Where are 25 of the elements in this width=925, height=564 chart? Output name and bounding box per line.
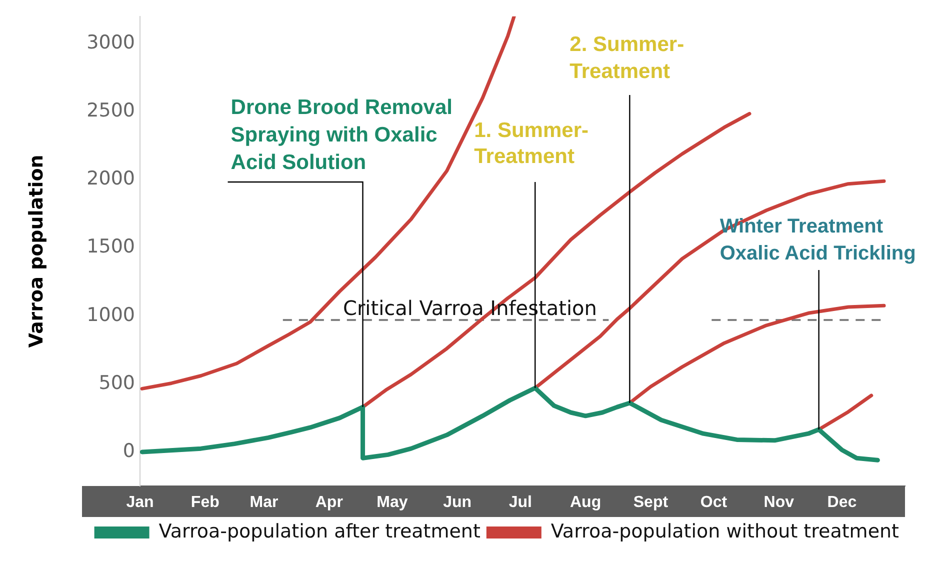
x-tick-label: Nov	[764, 494, 794, 512]
y-tick-label: 1500	[86, 236, 135, 258]
y-axis-title: Varroa population	[25, 154, 48, 348]
x-tick-label: Jan	[126, 494, 154, 512]
y-tick-label: 3000	[86, 32, 135, 54]
x-tick-label: Mar	[250, 494, 278, 512]
x-tick-label: Jun	[443, 494, 472, 512]
y-tick-label: 1000	[86, 304, 135, 326]
x-tick-label: Dec	[827, 494, 857, 512]
y-tick-label: 2000	[86, 168, 135, 190]
y-tick-label: 500	[98, 372, 135, 394]
annotation: 2. Summer-Treatment	[570, 32, 684, 83]
x-tick-label: Feb	[190, 494, 220, 512]
y-tick-label: 0	[122, 440, 135, 462]
legend-label: Varroa-population after treatment	[158, 520, 480, 542]
x-tick-label: Sept	[633, 494, 669, 512]
annotation: Drone Brood Removal Spraying with Oxalic Acid Solution	[230, 96, 452, 174]
x-tick-label: May	[376, 494, 408, 512]
x-tick-label: Apr	[315, 494, 343, 512]
x-tick-label: Jul	[508, 494, 532, 512]
legend-label: Varroa-population without treatment	[550, 520, 900, 542]
x-tick-label: Oct	[700, 494, 728, 512]
annotation: 1. Summer-Treatment	[474, 118, 588, 168]
x-tick-label: Aug	[570, 494, 602, 512]
y-tick-label: 2500	[86, 100, 135, 122]
